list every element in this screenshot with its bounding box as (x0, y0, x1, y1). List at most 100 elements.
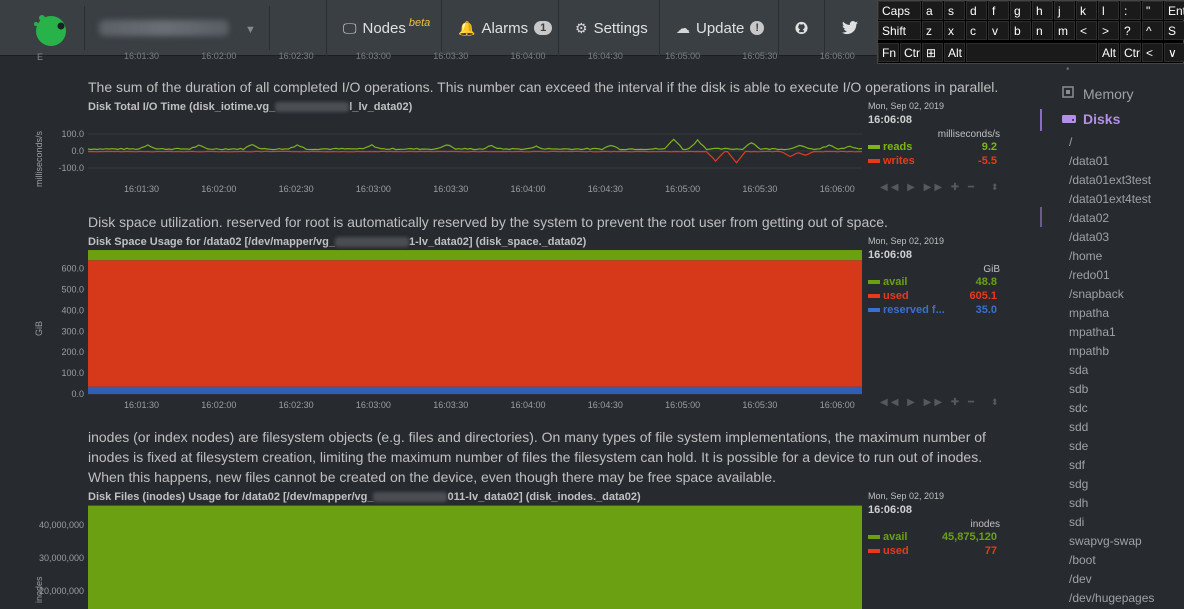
keyboard-key[interactable]: ∨ (1164, 43, 1184, 62)
legend-row-used[interactable]: used 605.1 (868, 289, 1000, 303)
keyboard-key[interactable]: v (988, 21, 1009, 40)
keyboard-key[interactable]: z (922, 21, 943, 40)
top-axis-tick: 16:05:00 (665, 51, 701, 61)
keyboard-key[interactable]: m (1054, 21, 1075, 40)
iotime-chart[interactable]: 100.0 0.0 -100.0 milliseconds/s 16:01:30 16:0… (30, 115, 870, 197)
keyboard-key[interactable]: ⊞ (922, 43, 943, 62)
iotime-resize-handle[interactable]: ⬍ (991, 182, 999, 192)
keyboard-key[interactable]: " (1142, 1, 1163, 20)
sidebar-item-disk[interactable]: sda (1069, 363, 1089, 377)
keyboard-key[interactable]: Ent (1164, 1, 1184, 20)
x-tick-label: 16:05:00 (665, 400, 700, 410)
twitter-button[interactable] (824, 0, 874, 56)
x-tick-label: 16:05:30 (742, 184, 777, 194)
keyboard-key[interactable] (966, 43, 1097, 62)
space-resize-handle[interactable]: ⬍ (991, 397, 999, 407)
sidebar-item-disk[interactable]: /home (1069, 249, 1103, 263)
y-tick-label: 40,000,000 (39, 520, 84, 530)
keyboard-key[interactable]: a (922, 1, 943, 20)
keyboard-key[interactable]: Caps (878, 1, 921, 20)
keyboard-key[interactable]: Ctr (900, 43, 921, 62)
keyboard-key[interactable]: x (944, 21, 965, 40)
keyboard-key[interactable]: n (1032, 21, 1053, 40)
sidebar-item-disk[interactable]: sdf (1069, 458, 1086, 472)
keyboard-key[interactable]: Shift (878, 21, 921, 40)
legend-row-reservedf[interactable]: reserved f... 35.0 (868, 303, 1000, 317)
sidebar-item-disk[interactable]: /boot (1069, 553, 1096, 567)
keyboard-key[interactable]: g (1010, 1, 1031, 20)
keyboard-key[interactable]: Alt (1098, 43, 1119, 62)
sidebar-item-disk[interactable]: mpatha1 (1069, 325, 1116, 339)
sidebar-item-disk[interactable]: swapvg-swap (1069, 534, 1142, 548)
legend-row-writes[interactable]: writes -5.5 (868, 154, 1000, 168)
redacted-mask (335, 237, 409, 248)
keyboard-key[interactable]: k (1076, 1, 1097, 20)
x-tick-label: 16:03:00 (356, 184, 391, 194)
series-line-writes (87, 150, 863, 164)
sidebar-item-disk[interactable]: /redo01 (1069, 268, 1110, 282)
sidebar-section-memory[interactable]: Memory (1061, 85, 1134, 102)
sidebar-item-disk[interactable]: mpatha (1069, 306, 1110, 320)
space-chart-toolbar[interactable]: ◀◀ ▶ ▶▶ ✚ ━ (880, 397, 977, 408)
area-used (88, 260, 862, 387)
keyboard-key[interactable]: l (1098, 1, 1119, 20)
keyboard-key[interactable]: < (1142, 43, 1163, 62)
sidebar-item-disk[interactable]: /data02 (1069, 211, 1110, 225)
legend-row-used[interactable]: used 77 (868, 544, 1000, 558)
sidebar-item-disk[interactable]: /snapback (1069, 287, 1124, 301)
alarms-button[interactable]: 🔔 Alarms 1 (441, 0, 568, 56)
legend-row-reads[interactable]: reads 9.2 (868, 140, 1000, 154)
gear-icon: ⚙ (575, 19, 588, 36)
keyboard-key[interactable]: s (944, 1, 965, 20)
server-name-redacted (99, 20, 229, 36)
sidebar-item-disk[interactable]: sdi (1069, 515, 1085, 529)
top-axis-tick: 16:04:00 (510, 51, 546, 61)
keyboard-key[interactable]: > (1098, 21, 1119, 40)
netdata-logo-icon[interactable] (32, 10, 70, 48)
sidebar-item-disk[interactable]: /data03 (1069, 230, 1110, 244)
keyboard-key[interactable]: d (966, 1, 987, 20)
keyboard-key[interactable]: ^ (1142, 21, 1163, 40)
sidebar-item-disk[interactable]: sdh (1069, 496, 1089, 510)
iotime-chart-toolbar[interactable]: ◀◀ ▶ ▶▶ ✚ ━ (880, 182, 977, 193)
sidebar-item-disk[interactable]: /dev/hugepages (1069, 591, 1155, 605)
server-selector[interactable]: ▼ (84, 6, 270, 50)
keyboard-key[interactable]: Fn (878, 43, 899, 62)
nodes-button[interactable]: 🖵 Nodes beta (326, 0, 446, 56)
legend-row-avail[interactable]: avail 48.8 (868, 275, 1000, 289)
sidebar-item-disk[interactable]: /data01ext3test (1069, 173, 1152, 187)
x-tick-label: 16:01:30 (124, 184, 159, 194)
sidebar-item-disk[interactable]: /data01 (1069, 154, 1110, 168)
sidebar-item-disk[interactable]: /dev (1069, 572, 1092, 586)
keyboard-key[interactable]: c (966, 21, 987, 40)
keyboard-key[interactable]: ? (1120, 21, 1141, 40)
sidebar-item-disk[interactable]: /data01ext4test (1069, 192, 1152, 206)
keyboard-key[interactable]: f (988, 1, 1009, 20)
keyboard-key[interactable]: h (1032, 1, 1053, 20)
sidebar-item-disk[interactable]: / (1069, 135, 1073, 149)
keyboard-key[interactable]: j (1054, 1, 1075, 20)
legend-series-value: 605.1 (969, 290, 997, 302)
sidebar-section-disks[interactable]: Disks (1061, 111, 1120, 127)
top-axis-tick: 16:02:30 (278, 51, 314, 61)
sidebar-item-disk[interactable]: mpathb (1069, 344, 1110, 358)
sidebar-item-disk[interactable]: sdc (1069, 401, 1088, 415)
sidebar-item-disk[interactable]: sdb (1069, 382, 1089, 396)
keyboard-key[interactable]: b (1010, 21, 1031, 40)
keyboard-key[interactable]: < (1076, 21, 1097, 40)
y-tick-label: 0.0 (71, 146, 84, 156)
keyboard-key[interactable]: Alt (944, 43, 965, 62)
legend-row-avail[interactable]: avail 45,875,120 (868, 530, 1000, 544)
sidebar-item-disk[interactable]: sdd (1069, 420, 1089, 434)
sidebar-item-disk[interactable]: sde (1069, 439, 1089, 453)
sidebar-item-disk[interactable]: sdg (1069, 477, 1089, 491)
keyboard-key[interactable]: Ctr (1120, 43, 1141, 62)
keyboard-key[interactable]: S (1164, 21, 1184, 40)
chevron-down-icon: ▼ (245, 24, 256, 36)
keyboard-key[interactable]: : (1120, 1, 1141, 20)
github-button[interactable] (778, 0, 824, 56)
space-chart[interactable]: 600.0 500.0 400.0 300.0 200.0 100.0 0.0 GiB 16:0… (30, 250, 870, 412)
settings-button[interactable]: ⚙ Settings (558, 0, 664, 56)
update-button[interactable]: ☁ Update ! (659, 0, 780, 56)
